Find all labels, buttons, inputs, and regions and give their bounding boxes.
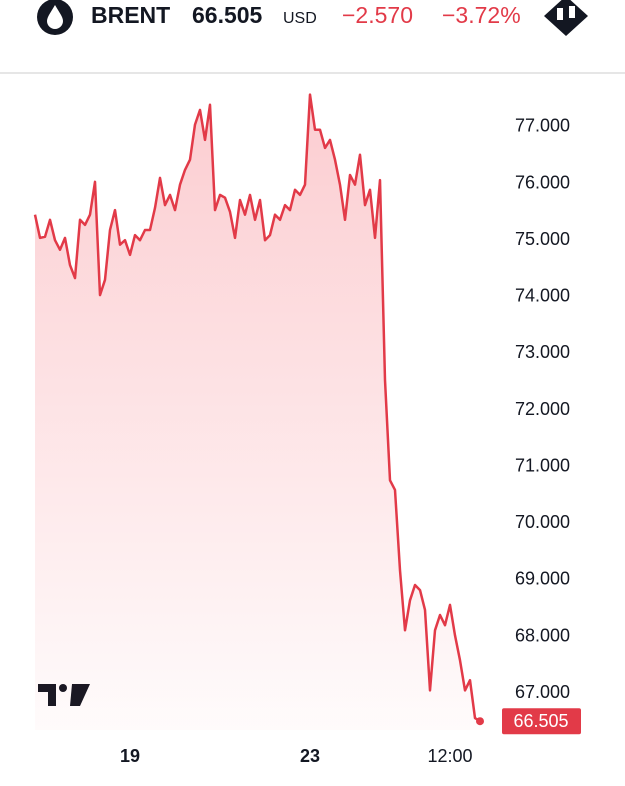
y-tick-label: 69.000 (515, 569, 570, 589)
line (33, 93, 481, 723)
drop-icon (47, 5, 63, 29)
area (35, 94, 480, 731)
x-tick-label: 12:00 (427, 746, 472, 766)
symbol: BRENT (91, 2, 170, 28)
candle-icon (569, 6, 575, 18)
y-tick-label: 75.000 (515, 229, 570, 249)
currency: USD (283, 10, 317, 27)
candle-icon (557, 8, 563, 20)
y-tick-label: 67.000 (515, 682, 570, 702)
change-percent: −3.72% (442, 2, 521, 28)
price: 66.505 (192, 2, 263, 28)
header: BRENT 66.505 USD −2.570 −3.72% (37, 0, 625, 40)
last-point (476, 717, 484, 726)
y-tick-label: 74.000 (515, 286, 570, 306)
price-tag (502, 708, 581, 735)
x-tick-label: 19 (120, 746, 140, 766)
y-tick-label: 76.000 (515, 172, 570, 192)
y-tick-label: 68.000 (515, 625, 570, 645)
y-tick-label: 71.000 (515, 455, 570, 475)
y-tick-label: 72.000 (515, 399, 570, 419)
change: −2.570 (342, 2, 413, 28)
y-tick-label: 77.000 (515, 116, 570, 136)
price-tag-label: 66.505 (513, 711, 568, 731)
x-tick-label: 23 (300, 746, 320, 766)
chart-type-button[interactable] (544, 0, 588, 36)
y-tick-label: 73.000 (515, 342, 570, 362)
y-tick-label: 70.000 (515, 512, 570, 532)
